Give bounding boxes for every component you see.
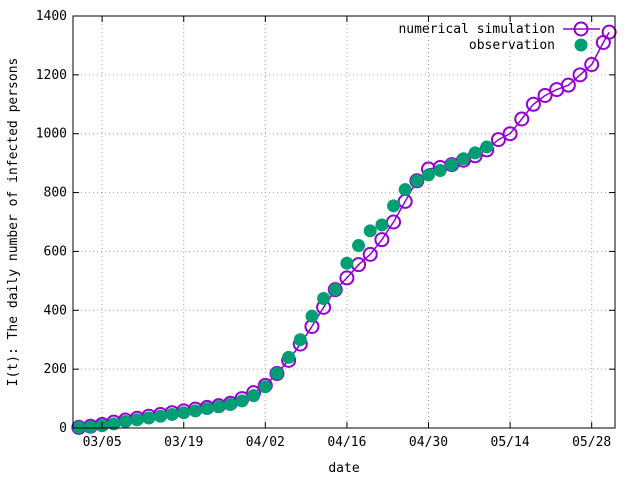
observation-point [398,183,412,197]
ticks: 0 200 400 600 800 1000 1200 1400 03/05 03/19 04/02… [36,9,615,450]
y-tick-label: 0 [59,421,67,436]
x-tick-label: 03/05 [83,435,122,450]
observation-point [83,420,97,434]
y-tick-label: 200 [44,362,67,377]
observation-point [177,406,191,420]
observation-point [375,218,389,232]
observation-point [188,404,202,418]
observation-point [72,420,86,434]
x-tick-label: 04/30 [409,435,448,450]
observation-point [142,411,156,425]
observation-point [247,389,261,403]
observation-point [468,146,482,160]
observation-point [328,283,342,297]
observation-point [445,158,459,172]
simulation-line [78,31,610,429]
y-tick-label: 1200 [36,68,67,83]
observation-point [352,239,366,253]
observation-point [130,413,144,427]
simulation-point [572,67,588,83]
x-tick-label: 05/28 [572,435,611,450]
y-tick-label: 400 [44,303,67,318]
y-tick-label: 800 [44,186,67,201]
simulation-point [514,111,530,127]
observation-point [153,409,167,423]
y-axis-label: I(t): The daily number of infected perso… [6,58,21,387]
observation-point [433,164,447,177]
observation-point [456,152,470,166]
observation-point [410,174,424,188]
observation-point [422,168,436,182]
x-tick-label: 05/14 [491,435,530,450]
observation-point [305,309,319,323]
observation-point [107,417,121,431]
observation-point [200,402,214,416]
observation-point [317,292,331,306]
series-layer [71,24,617,435]
simulation-point [502,126,518,142]
grid [73,16,615,428]
series-simulation [71,24,617,435]
observation-point [165,407,179,421]
x-tick-label: 03/19 [164,435,203,450]
series-observation [72,140,494,434]
plot-frame [72,15,616,429]
x-axis-label: date [328,461,359,476]
simulation-point [374,232,390,248]
legend: numerical simulation observation [398,21,600,53]
simulation-point [339,270,355,286]
y-tick-label: 1000 [36,127,67,142]
observation-point [480,140,494,154]
observation-point [293,333,307,347]
y-tick-label: 600 [44,244,67,259]
y-tick-label: 1400 [36,9,67,24]
x-tick-label: 04/16 [327,435,366,450]
simulation-point [537,87,553,103]
observation-point [282,350,296,364]
observation-point [258,380,272,394]
simulation-point [525,96,541,112]
observation-point [270,367,284,381]
legend-label-observation: observation [469,38,555,53]
simulation-point [362,246,378,262]
observation-point [235,394,249,408]
observation-point [340,256,354,270]
simulation-point [560,77,576,93]
observation-point [387,199,401,213]
x-tick-label: 04/02 [246,435,285,450]
legend-label-simulation: numerical simulation [398,22,555,37]
observation-point [212,400,226,414]
simulation-point [490,132,506,148]
observation-point [118,415,132,429]
legend-marker-observation [574,38,588,52]
simulation-point [601,24,617,40]
observation-point [363,224,377,238]
legend-marker-simulation [573,21,589,37]
simulation-point [584,57,600,73]
observation-point [223,397,237,411]
